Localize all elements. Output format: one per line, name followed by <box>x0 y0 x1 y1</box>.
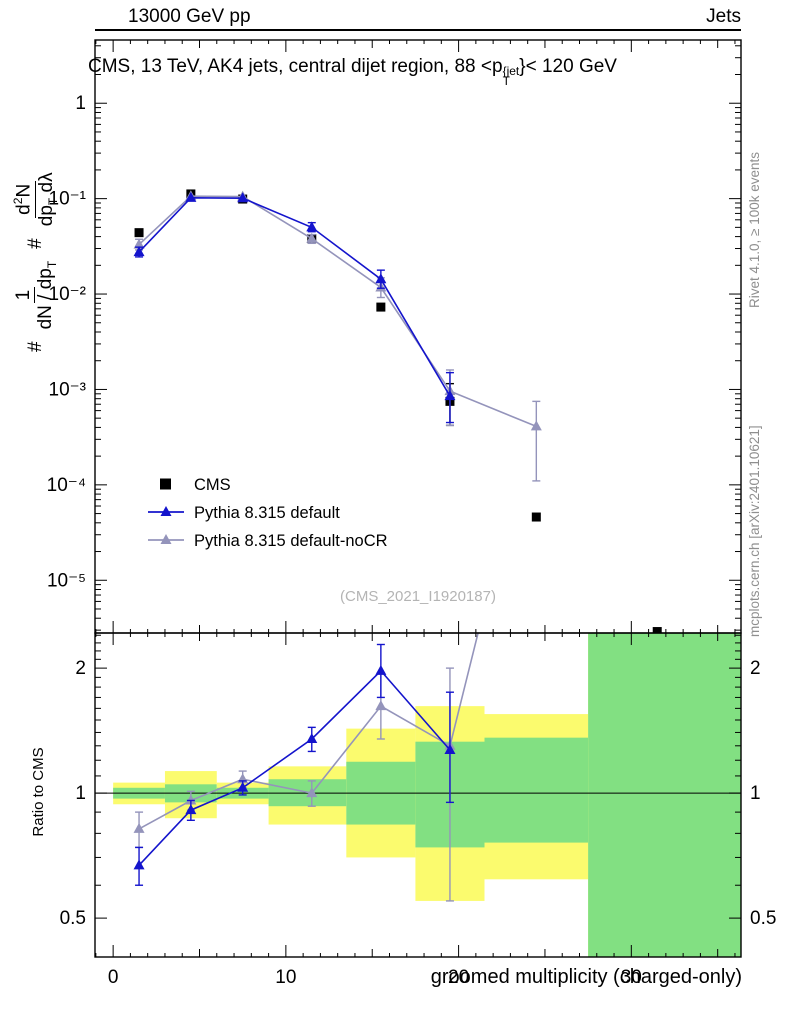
legend-label: Pythia 8.315 default <box>194 504 340 522</box>
marker-square <box>531 512 541 522</box>
main-y-tick-label: 10⁻³ <box>49 379 87 400</box>
marker-triangle <box>133 238 145 249</box>
series-default <box>133 191 456 424</box>
marker-triangle <box>375 273 387 284</box>
series-nocr <box>133 190 542 482</box>
marker-triangle <box>444 744 456 755</box>
ratio-y-tick-label-left: 1 <box>75 783 86 804</box>
marker-square <box>652 627 662 633</box>
ylabel-f2-num: d2N <box>11 180 36 218</box>
marker-triangle <box>375 664 387 675</box>
marker-triangle <box>237 192 249 203</box>
x-tick-label: 10 <box>275 967 296 988</box>
x-tick-label: 0 <box>108 967 119 988</box>
ylabel-hash-2: # <box>24 238 46 249</box>
marker-triangle <box>133 859 145 870</box>
marker-triangle <box>237 781 249 792</box>
marker-triangle <box>133 246 145 257</box>
marker-triangle <box>530 420 542 431</box>
plot-title-pre: CMS, 13 TeV, AK4 jets, central dijet reg… <box>88 56 503 77</box>
marker-triangle <box>185 794 197 805</box>
ratio-frame <box>94 632 742 958</box>
plot-title-supsub: {jet T <box>502 64 520 88</box>
ratio-y-tick-label-left: 2 <box>75 658 86 679</box>
marker-square <box>134 228 144 238</box>
header-process-label: Jets <box>706 6 741 27</box>
ratio-y-tick-label-right: 2 <box>750 658 761 679</box>
legend-marker-triangle <box>160 534 172 544</box>
main-y-tick-label: 1 <box>75 93 86 114</box>
ylabel-f2-den: dpT dλ <box>35 172 60 227</box>
ratio-y-axis-label: Ratio to CMS <box>30 747 47 837</box>
main-y-tick-label: 10⁻² <box>49 284 87 305</box>
axis-ticks <box>95 40 741 957</box>
x-axis-label: groomed multiplicity (charged-only) <box>430 966 742 988</box>
ratio-y-tick-label-right: 1 <box>750 783 761 804</box>
marker-triangle <box>306 732 318 743</box>
marker-triangle <box>306 232 318 243</box>
plot-title: CMS, 13 TeV, AK4 jets, central dijet reg… <box>88 56 617 88</box>
series-default-ratio <box>133 643 456 886</box>
marker-triangle <box>133 822 145 833</box>
marker-triangle <box>306 221 318 232</box>
legend-marker-square <box>160 478 171 490</box>
marker-square <box>376 302 386 312</box>
ylabel-hash-1: # <box>24 341 46 352</box>
legend: CMS Pythia 8.315 default Pythia 8.315 defa… <box>148 476 388 550</box>
marker-triangle <box>185 191 197 202</box>
main-y-tick-label: 10⁻⁴ <box>47 475 86 496</box>
watermark: (CMS_2021_I1920187) <box>340 588 496 605</box>
marker-triangle <box>375 700 387 711</box>
header-beam-label: 13000 GeV pp <box>128 6 251 27</box>
band-green <box>588 633 741 957</box>
marker-triangle <box>306 787 318 798</box>
series-cms <box>134 189 662 633</box>
x-tick-label: 30 <box>621 967 642 988</box>
legend-marker-triangle <box>160 506 172 516</box>
rivet-version-note: Rivet 4.1.0, ≥ 100k events <box>747 152 762 308</box>
marker-triangle <box>444 390 456 401</box>
marker-triangle <box>185 804 197 815</box>
plot-title-sup: {jet <box>502 64 520 78</box>
ylabel-f1-den: dN / dpT <box>34 260 59 330</box>
series-line <box>138 195 537 428</box>
series-line <box>138 196 451 397</box>
header-divider <box>95 29 741 31</box>
plot-title-sub: T <box>502 74 510 88</box>
legend-label: CMS <box>194 476 231 494</box>
main-frame <box>94 39 742 634</box>
x-tick-label: 20 <box>448 967 469 988</box>
mcplots-arxiv-note: mcplots.cern.ch [arXiv:2401.10621] <box>747 425 762 637</box>
main-y-tick-label: 10⁻⁵ <box>47 570 86 591</box>
ylabel-f1-num: 1 <box>12 286 35 304</box>
ratio-y-tick-label-right: 0.5 <box>750 908 776 929</box>
ylabel-fraction-1: 1 dN / dpT <box>12 260 60 330</box>
main-y-axis-label: # 1 dN / dpT # d2N dpT dλ <box>11 42 60 352</box>
ratio-y-tick-label-left: 0.5 <box>60 908 86 929</box>
band-green <box>484 737 589 843</box>
uncertainty-bands <box>113 633 741 957</box>
legend-label: Pythia 8.315 default-noCR <box>194 532 388 550</box>
series-line <box>138 669 451 866</box>
main-y-tick-label: 10⁻¹ <box>49 189 87 210</box>
plot-title-post: }< 120 GeV <box>519 56 617 77</box>
ylabel-fraction-2: d2N dpT dλ <box>11 172 60 227</box>
